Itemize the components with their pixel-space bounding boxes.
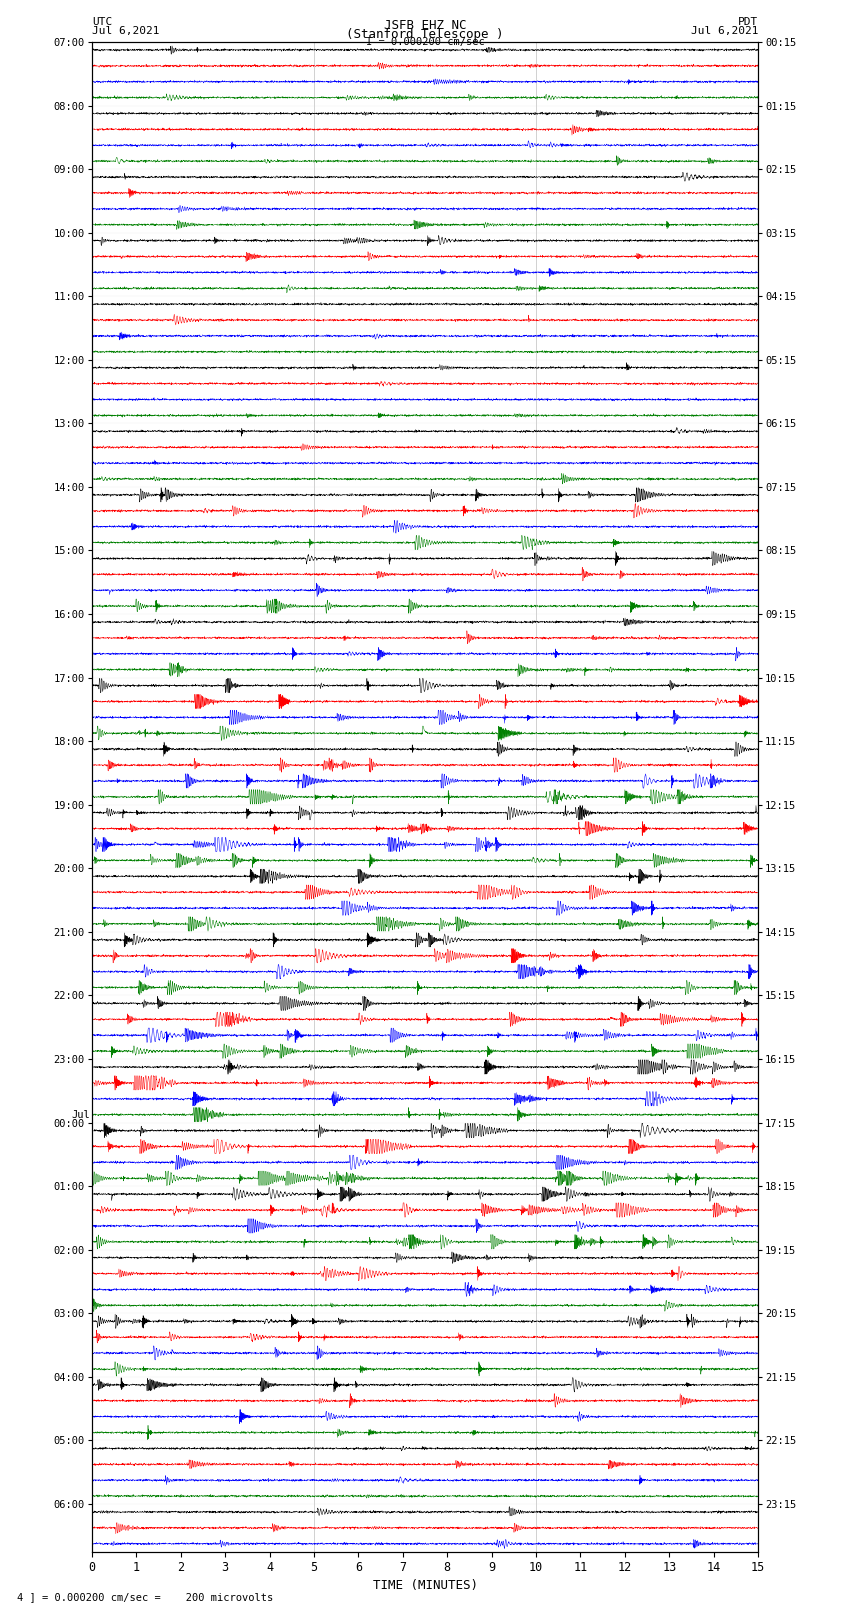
Text: JSFB EHZ NC: JSFB EHZ NC [383, 19, 467, 32]
Text: (Stanford Telescope ): (Stanford Telescope ) [346, 29, 504, 42]
Text: Jul: Jul [71, 1110, 90, 1121]
Text: PDT: PDT [738, 18, 758, 27]
Text: UTC: UTC [92, 18, 112, 27]
X-axis label: TIME (MINUTES): TIME (MINUTES) [372, 1579, 478, 1592]
Text: Jul 6,2021: Jul 6,2021 [92, 26, 159, 35]
Text: 4 ] = 0.000200 cm/sec =    200 microvolts: 4 ] = 0.000200 cm/sec = 200 microvolts [17, 1592, 273, 1602]
Text: Jul 6,2021: Jul 6,2021 [691, 26, 758, 35]
Text: I = 0.000200 cm/sec: I = 0.000200 cm/sec [366, 37, 484, 47]
